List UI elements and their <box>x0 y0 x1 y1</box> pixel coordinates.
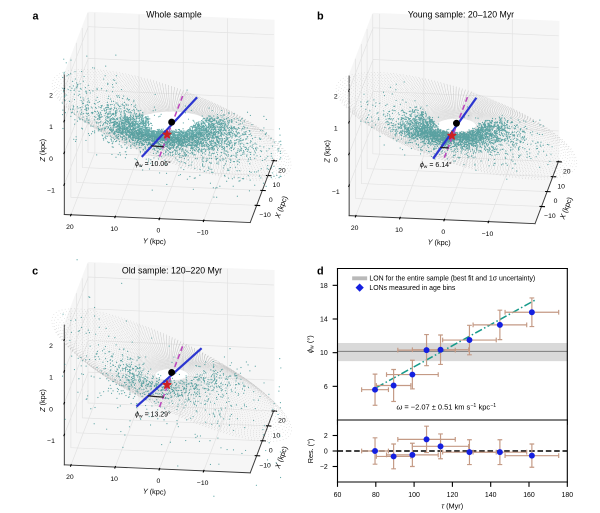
svg-text:−10: −10 <box>544 213 556 220</box>
svg-text:10: 10 <box>273 433 281 440</box>
svg-text:LON for the entire sample (bes: LON for the entire sample (best fit and … <box>369 276 535 283</box>
svg-text:0: 0 <box>554 198 558 205</box>
svg-text:−1: −1 <box>47 188 55 195</box>
svg-text:10: 10 <box>320 350 328 357</box>
svg-text:14: 14 <box>320 317 328 324</box>
svg-text:0: 0 <box>156 478 160 485</box>
svg-text:−1: −1 <box>47 438 55 445</box>
svg-text:2: 2 <box>49 92 53 99</box>
svg-text:6: 6 <box>324 384 328 391</box>
svg-text:−10: −10 <box>259 462 271 469</box>
svg-text:2: 2 <box>334 94 338 101</box>
svg-text:20: 20 <box>66 474 74 481</box>
svg-text:10: 10 <box>395 227 403 234</box>
svg-text:Whole sample: Whole sample <box>146 9 202 19</box>
svg-text:Res. (°): Res. (°) <box>306 439 315 464</box>
svg-text:ω =: ω = − 2 . 0 7 ± 0 . 5 1 k m s k p c <box>396 387 499 415</box>
svg-text:180: 180 <box>562 492 574 499</box>
svg-text:Z ( k: Z ( k p c ) <box>310 136 335 163</box>
svg-text:0: 0 <box>324 449 328 456</box>
svg-text:0: 0 <box>156 228 160 235</box>
svg-text:−1: −1 <box>332 189 340 196</box>
svg-text:1: 1 <box>49 375 53 382</box>
svg-text:20: 20 <box>351 225 359 232</box>
svg-text:0: 0 <box>441 229 445 236</box>
svg-text:−10: −10 <box>197 480 209 487</box>
svg-text:ϕ w (: ϕ w ( ° ) <box>292 332 318 353</box>
svg-text:140: 140 <box>485 492 497 499</box>
svg-text:20: 20 <box>563 168 571 175</box>
svg-text:−10: −10 <box>197 230 209 237</box>
svg-text:Y ( k: Y ( k p c ) <box>143 223 171 249</box>
svg-text:0: 0 <box>49 406 53 413</box>
svg-text:10: 10 <box>110 226 118 233</box>
svg-text:LONs measured in age bins: LONs measured in age bins <box>369 285 456 292</box>
svg-text:2: 2 <box>324 433 328 440</box>
svg-text:b: b <box>317 11 324 23</box>
svg-text:ϕ w =: ϕ w = 1 3 . 2 9 ° <box>135 396 174 422</box>
svg-text:X ( k: X ( k p c ) <box>260 186 293 221</box>
svg-text:Young sample: 20–120 Myr: Young sample: 20–120 Myr <box>408 9 514 19</box>
svg-text:20: 20 <box>66 224 74 231</box>
svg-text:Y ( k: Y ( k p c ) <box>143 474 171 500</box>
svg-text:Z ( k: Z ( k p c ) <box>25 385 50 412</box>
svg-text:0: 0 <box>269 197 273 204</box>
svg-text:2: 2 <box>49 343 53 350</box>
svg-text:−2: −2 <box>320 464 328 471</box>
svg-text:80: 80 <box>372 492 380 499</box>
svg-text:d: d <box>317 265 324 277</box>
svg-text:10: 10 <box>273 182 281 189</box>
svg-text:1: 1 <box>49 124 53 131</box>
svg-text:−10: −10 <box>259 212 271 219</box>
svg-text:ϕ w =: ϕ w = 1 0 . 0 6 ° <box>135 146 174 172</box>
svg-text:Y ( k: Y ( k p c ) <box>427 224 455 250</box>
svg-text:18: 18 <box>320 283 328 290</box>
svg-text:10: 10 <box>557 183 565 190</box>
svg-text:100: 100 <box>408 492 420 499</box>
svg-text:20: 20 <box>278 167 286 174</box>
svg-text:Old sample: 120–220 Myr: Old sample: 120–220 Myr <box>122 265 222 275</box>
svg-text:c: c <box>32 265 38 277</box>
svg-text:−10: −10 <box>482 231 494 238</box>
svg-text:0: 0 <box>334 157 338 164</box>
svg-text:a: a <box>32 11 39 23</box>
svg-text:20: 20 <box>278 418 286 425</box>
svg-text:0: 0 <box>49 156 53 163</box>
svg-text:X ( k: X ( k p c ) <box>545 188 578 223</box>
svg-text:τ ( M: τ ( M y r ) <box>441 489 467 513</box>
svg-text:10: 10 <box>110 476 118 483</box>
svg-text:160: 160 <box>523 492 535 499</box>
svg-text:X ( k: X ( k p c ) <box>260 437 293 472</box>
svg-text:1: 1 <box>334 125 338 132</box>
svg-text:120: 120 <box>447 492 459 499</box>
svg-text:ϕ w =: ϕ w = 6 . 1 4 ° <box>420 147 455 173</box>
svg-text:60: 60 <box>334 492 342 499</box>
svg-text:Z ( k: Z ( k p c ) <box>25 135 50 162</box>
svg-text:0: 0 <box>269 447 273 454</box>
